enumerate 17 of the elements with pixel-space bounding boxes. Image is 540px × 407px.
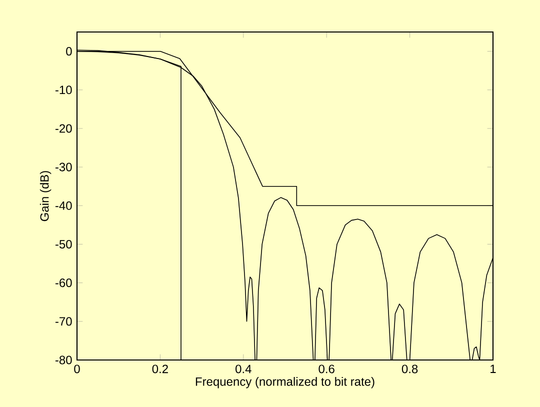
x-tick-label: 1 <box>490 364 496 373</box>
x-tick-label: 0.6 <box>318 364 334 374</box>
y-tick-label: -60 <box>55 278 72 288</box>
y-axis-title: Gain (dB) <box>40 171 52 222</box>
x-tick-label: 0.4 <box>236 364 252 374</box>
y-tick-label: -10 <box>55 86 72 94</box>
y-tick-label: -70 <box>55 317 72 326</box>
x-tick-label: 0 <box>74 364 80 374</box>
y-tick-label: -40 <box>55 201 72 210</box>
x-tick-label: 0.2 <box>152 364 168 374</box>
y-tick-label: -20 <box>55 124 72 133</box>
x-axis-title: Frequency (normalized to bit rate) <box>196 377 374 388</box>
x-tick-label: 0.8 <box>402 364 418 374</box>
y-tick-label: -30 <box>55 162 72 172</box>
y-tick-label: -50 <box>55 240 72 248</box>
y-tick-label: 0 <box>66 47 72 56</box>
y-tick-label: -80 <box>55 356 72 364</box>
